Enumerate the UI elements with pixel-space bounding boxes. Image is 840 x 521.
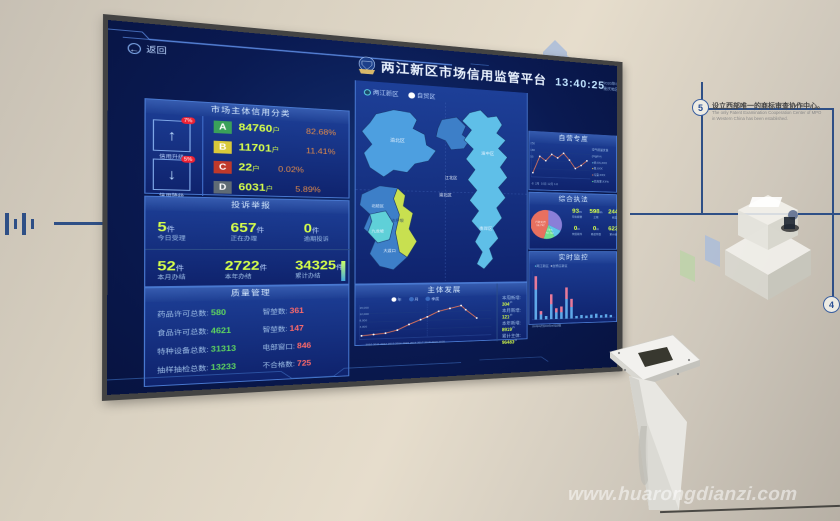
- svg-text:56,742: 56,742: [536, 224, 544, 227]
- svg-text:渝北区: 渝北区: [439, 192, 452, 198]
- svg-text:大渡口: 大渡口: [383, 248, 396, 253]
- svg-text:56,742: 56,742: [546, 232, 554, 235]
- svg-text:南岸区: 南岸区: [479, 225, 492, 231]
- svg-text:沙坪坝: 沙坪坝: [391, 218, 403, 224]
- svg-text:九龙坡: 九龙坡: [371, 228, 384, 234]
- svg-text:北碚区: 北碚区: [371, 203, 384, 209]
- svg-text:江北区: 江北区: [445, 174, 458, 180]
